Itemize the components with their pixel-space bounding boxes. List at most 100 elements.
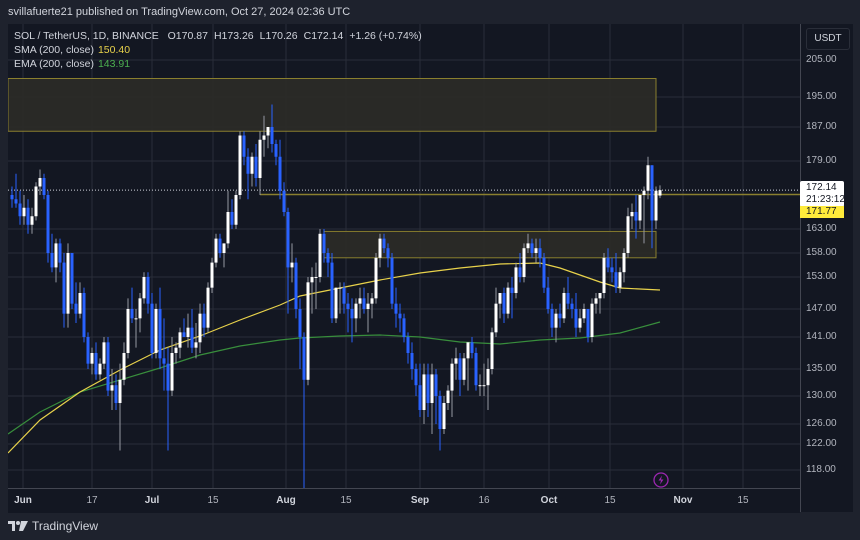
candle-body: [378, 238, 382, 258]
candle-body: [306, 282, 310, 380]
candle-body: [434, 374, 438, 396]
change-value: +1.26 (+0.74%): [349, 30, 422, 42]
candle-body: [586, 309, 590, 337]
candlestick-chart[interactable]: [8, 24, 800, 488]
candle-body: [210, 262, 214, 288]
symbol-row: SOL / TetherUS, 1D, BINANCE O170.87 H173.…: [14, 29, 428, 43]
candle-body: [266, 127, 270, 136]
resistance-zone-mid: [323, 230, 657, 259]
time-axis[interactable]: [8, 488, 800, 513]
candle-body: [70, 253, 74, 304]
price-tick: 163.00: [806, 223, 837, 234]
candle-body: [618, 272, 622, 288]
candle-body: [382, 238, 386, 249]
candle-body: [178, 332, 182, 348]
candle-body: [218, 238, 222, 253]
tradingview-logo[interactable]: TradingView: [8, 519, 98, 533]
sma-value: 150.40: [97, 44, 131, 56]
price-tick: 187.00: [806, 121, 837, 132]
candle-body: [30, 216, 34, 225]
candle-body: [422, 374, 426, 410]
candle-body: [350, 309, 354, 319]
candle-body: [402, 318, 406, 337]
candle-body: [262, 135, 266, 140]
candle-body: [234, 195, 238, 225]
candle-body: [26, 207, 30, 225]
last-price-label: 172.14 21:23:12: [800, 181, 845, 207]
price-tick: 147.00: [806, 303, 837, 314]
candle-body: [58, 243, 62, 263]
price-axis[interactable]: [800, 24, 853, 512]
candle-body: [530, 243, 534, 253]
open-value: O170.87: [167, 30, 208, 42]
candle-body: [130, 309, 134, 319]
last-price-value: 172.14: [806, 182, 837, 193]
candle-body: [638, 195, 642, 221]
candle-body: [66, 253, 70, 314]
candle-body: [138, 298, 142, 319]
candle-body: [318, 233, 322, 277]
candle-body: [478, 385, 482, 387]
candle-body: [186, 327, 190, 337]
candle-body: [386, 248, 390, 258]
time-tick: 15: [604, 495, 616, 506]
candle-body: [470, 342, 474, 353]
currency-button[interactable]: USDT: [806, 28, 850, 50]
candle-body: [42, 178, 46, 195]
candle-body: [290, 262, 294, 268]
candle-body: [634, 212, 638, 221]
candle-body: [166, 363, 170, 391]
symbol-label[interactable]: SOL / TetherUS, 1D, BINANCE: [14, 30, 159, 42]
candle-body: [570, 303, 574, 309]
candle-body: [10, 195, 14, 200]
candle-body: [78, 293, 82, 314]
candle-body: [498, 293, 502, 304]
tradingview-brand: TradingView: [32, 519, 99, 533]
candle-body: [494, 303, 498, 333]
candle-body: [310, 277, 314, 283]
sma-indicator-row[interactable]: SMA (200, close) 150.40: [14, 43, 428, 57]
candle-body: [214, 238, 218, 263]
time-tick: 17: [86, 495, 98, 506]
candle-body: [106, 342, 110, 391]
candle-body: [518, 267, 522, 277]
candle-body: [222, 243, 226, 253]
candle-body: [150, 303, 154, 353]
candle-body: [286, 212, 290, 268]
candle-body: [574, 309, 578, 328]
candle-body: [646, 165, 650, 191]
candle-body: [486, 369, 490, 386]
high-value: H173.26: [213, 30, 254, 42]
time-tick: Oct: [540, 495, 558, 506]
candle-body: [546, 287, 550, 309]
candle-body: [506, 287, 510, 314]
candle-body: [566, 293, 570, 304]
candle-body: [154, 309, 158, 353]
candle-body: [598, 293, 602, 299]
time-tick: 15: [207, 495, 219, 506]
candle-body: [538, 248, 542, 258]
candle-body: [242, 135, 246, 157]
candle-body: [482, 385, 486, 387]
price-tick: 158.00: [806, 247, 837, 258]
candle-body: [102, 342, 106, 364]
ema-indicator-row[interactable]: EMA (200, close) 143.91: [14, 57, 428, 71]
sma-label: SMA (200, close): [14, 44, 94, 56]
price-tick: 126.00: [806, 418, 837, 429]
candle-body: [50, 253, 54, 268]
candle-body: [82, 293, 86, 337]
lightning-icon[interactable]: [653, 472, 669, 488]
candle-body: [642, 190, 646, 195]
candle-body: [522, 248, 526, 277]
candle-body: [230, 212, 234, 225]
price-tick: 130.00: [806, 390, 837, 401]
price-tick: 122.00: [806, 438, 837, 449]
price-tick: 135.00: [806, 363, 837, 374]
candle-body: [170, 353, 174, 391]
candle-body: [542, 257, 546, 288]
candle-body: [658, 190, 662, 196]
candle-body: [534, 248, 538, 253]
candle-body: [14, 199, 18, 204]
candle-body: [346, 303, 350, 309]
candle-body: [418, 385, 422, 410]
